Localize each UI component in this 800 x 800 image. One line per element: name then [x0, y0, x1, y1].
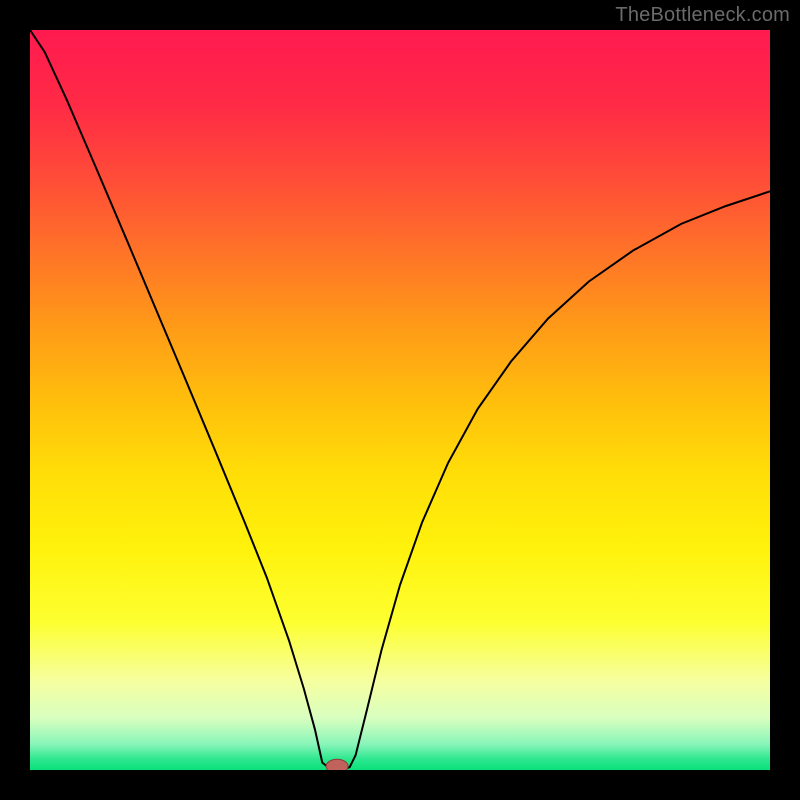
bottleneck-chart [0, 0, 800, 800]
plot-area [30, 30, 770, 773]
gradient-background [30, 30, 770, 770]
chart-container: TheBottleneck.com [0, 0, 800, 800]
